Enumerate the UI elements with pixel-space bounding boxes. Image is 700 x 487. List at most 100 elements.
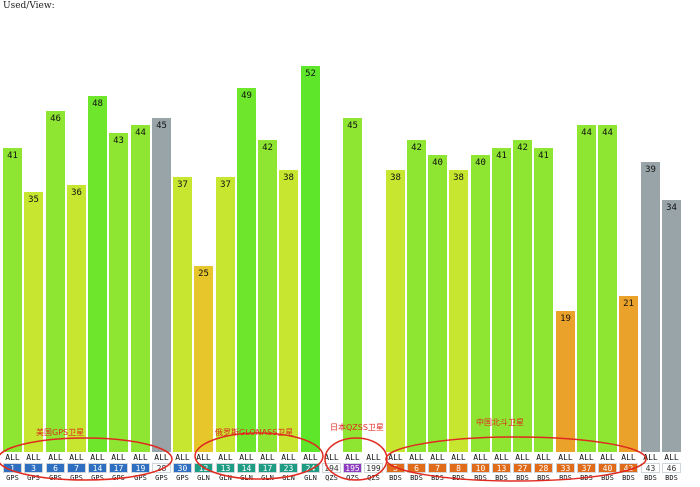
used-label: ALL (536, 453, 551, 462)
prn-badge: 30 (173, 463, 192, 473)
used-label: ALL (664, 453, 679, 462)
snr-bar (641, 162, 660, 452)
prn-badge: 7 (67, 463, 86, 473)
snr-bar (428, 155, 447, 452)
snr-value: 37 (177, 180, 188, 190)
snr-value: 48 (92, 99, 103, 109)
used-label: ALL (196, 453, 211, 462)
used-label: ALL (388, 453, 403, 462)
used-label: ALL (218, 453, 233, 462)
snr-value: 44 (581, 128, 592, 138)
system-label: BDS (537, 474, 550, 482)
used-label: ALL (579, 453, 594, 462)
system-label: GPS (176, 474, 189, 482)
system-label: BDS (495, 474, 508, 482)
used-label: ALL (621, 453, 636, 462)
snr-bar (343, 118, 362, 452)
prn-badge: 27 (513, 463, 532, 473)
used-label: ALL (558, 453, 573, 462)
snr-bar (492, 148, 511, 452)
used-label: ALL (430, 453, 445, 462)
snr-value: 40 (432, 158, 443, 168)
used-label: ALL (90, 453, 105, 462)
snr-bar (194, 266, 213, 452)
used-label: ALL (281, 453, 296, 462)
used-label: ALL (239, 453, 254, 462)
used-label: ALL (324, 453, 339, 462)
system-label: GPS (91, 474, 104, 482)
annotation-beidou-label: 中国北斗卫星 (476, 418, 524, 427)
prn-badge: 37 (577, 463, 596, 473)
system-label: GPS (155, 474, 168, 482)
prn-badge: 23 (279, 463, 298, 473)
prn-badge: 8 (449, 463, 468, 473)
prn-badge: 14 (88, 463, 107, 473)
snr-value: 42 (262, 143, 273, 153)
system-label: GPS (134, 474, 147, 482)
system-label: GPS (70, 474, 83, 482)
snr-bar (237, 88, 256, 452)
used-label: ALL (69, 453, 84, 462)
used-label: ALL (409, 453, 424, 462)
used-label: ALL (5, 453, 20, 462)
prn-badge: 17 (258, 463, 277, 473)
used-label: ALL (366, 453, 381, 462)
system-label: BDS (389, 474, 402, 482)
prn-badge: 46 (662, 463, 681, 473)
snr-value: 45 (156, 121, 167, 131)
snr-bar (556, 311, 575, 452)
prn-badge: 13 (216, 463, 235, 473)
used-label: ALL (154, 453, 169, 462)
snr-bar (152, 118, 171, 452)
used-label: ALL (515, 453, 530, 462)
system-label: QZS (325, 474, 338, 482)
prn-badge: 24 (301, 463, 320, 473)
prn-badge: 6 (46, 463, 65, 473)
snr-value: 41 (538, 151, 549, 161)
snr-value: 21 (623, 299, 634, 309)
snr-bar (386, 170, 405, 452)
system-label: BDS (474, 474, 487, 482)
used-label: ALL (451, 453, 466, 462)
snr-value: 43 (113, 136, 124, 146)
prn-badge: 28 (152, 463, 171, 473)
snr-value: 38 (453, 173, 464, 183)
snr-bar (258, 140, 277, 452)
snr-bar (109, 133, 128, 452)
prn-badge: 5 (386, 463, 405, 473)
system-label: BDS (410, 474, 423, 482)
snr-value: 37 (220, 180, 231, 190)
system-label: BDS (665, 474, 678, 482)
snr-value: 44 (135, 128, 146, 138)
snr-value: 38 (390, 173, 401, 183)
snr-bar (3, 148, 22, 452)
system-label: GLN (282, 474, 295, 482)
snr-bar (407, 140, 426, 452)
used-view-label: Used/View: (3, 1, 55, 11)
system-label: BDS (516, 474, 529, 482)
prn-badge: 12 (194, 463, 213, 473)
snr-value: 42 (517, 143, 528, 153)
system-label: GLN (261, 474, 274, 482)
system-label: GPS (27, 474, 40, 482)
snr-bar (598, 125, 617, 452)
snr-bar (279, 170, 298, 452)
system-label: GPS (49, 474, 62, 482)
prn-badge: 19 (131, 463, 150, 473)
snr-bar (577, 125, 596, 452)
used-label: ALL (345, 453, 360, 462)
snr-value: 39 (645, 165, 656, 175)
snr-value: 19 (560, 314, 571, 324)
used-label: ALL (600, 453, 615, 462)
snr-bar (131, 125, 150, 452)
system-label: QZS (346, 474, 359, 482)
prn-badge: 195 (343, 463, 362, 473)
prn-badge: 33 (556, 463, 575, 473)
system-label: GPS (6, 474, 19, 482)
snr-value: 49 (241, 91, 252, 101)
snr-bar (24, 192, 43, 452)
snr-bar (301, 66, 320, 452)
prn-badge: 7 (428, 463, 447, 473)
system-label: GLN (219, 474, 232, 482)
